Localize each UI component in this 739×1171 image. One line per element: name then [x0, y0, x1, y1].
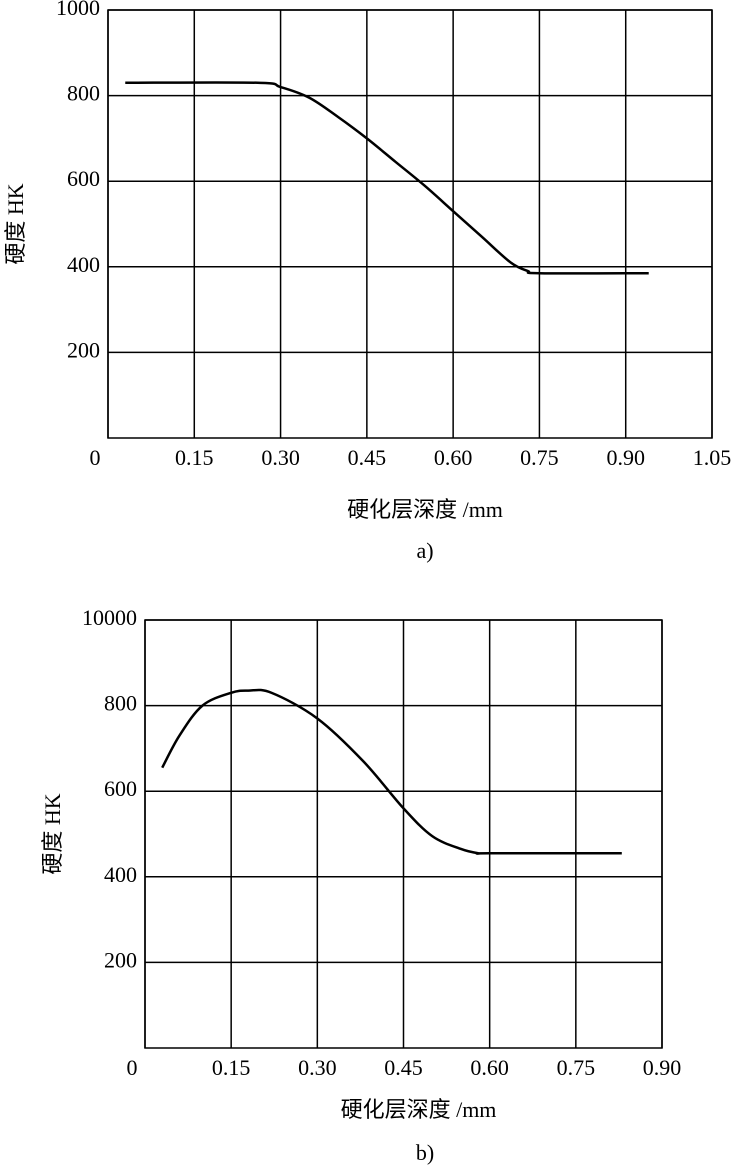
x-tick-label: 0.60 — [470, 1055, 509, 1080]
y-tick-label: 10000 — [82, 605, 137, 630]
caption: a) — [416, 538, 433, 563]
y-tick-label: 600 — [104, 776, 137, 801]
x-tick-label: 0.45 — [348, 445, 387, 470]
x-tick-label: 0.75 — [520, 445, 559, 470]
x-tick-label: 0.90 — [643, 1055, 682, 1080]
x-tick-label: 0.75 — [557, 1055, 596, 1080]
x-tick-label: 0 — [90, 445, 101, 470]
data-line — [161, 688, 622, 855]
y-axis-label: 硬度 HK — [40, 793, 65, 874]
y-tick-label: 600 — [67, 166, 100, 191]
plot-frame — [107, 9, 713, 439]
y-tick-label: 200 — [104, 947, 137, 972]
x-tick-label: 0.15 — [175, 445, 214, 470]
y-tick-label: 200 — [67, 337, 100, 362]
x-tick-label: 1.05 — [693, 445, 732, 470]
y-tick-label: 800 — [104, 691, 137, 716]
x-tick-label: 0.30 — [261, 445, 300, 470]
x-tick-label: 0.60 — [434, 445, 473, 470]
y-tick-label: 1000 — [56, 0, 100, 20]
x-axis-label: 硬化层深度 /mm — [341, 1097, 497, 1122]
caption: b) — [416, 1140, 434, 1165]
x-tick-label: 0 — [127, 1055, 138, 1080]
x-tick-label: 0.15 — [212, 1055, 251, 1080]
y-tick-label: 400 — [67, 252, 100, 277]
y-tick-label: 400 — [104, 862, 137, 887]
y-tick-label: 800 — [67, 81, 100, 106]
x-tick-label: 0.30 — [298, 1055, 337, 1080]
x-tick-label: 0.90 — [606, 445, 645, 470]
data-line — [125, 81, 649, 275]
x-axis-label: 硬化层深度 /mm — [347, 497, 503, 522]
y-axis-label: 硬度 HK — [3, 183, 28, 264]
x-tick-label: 0.45 — [384, 1055, 423, 1080]
